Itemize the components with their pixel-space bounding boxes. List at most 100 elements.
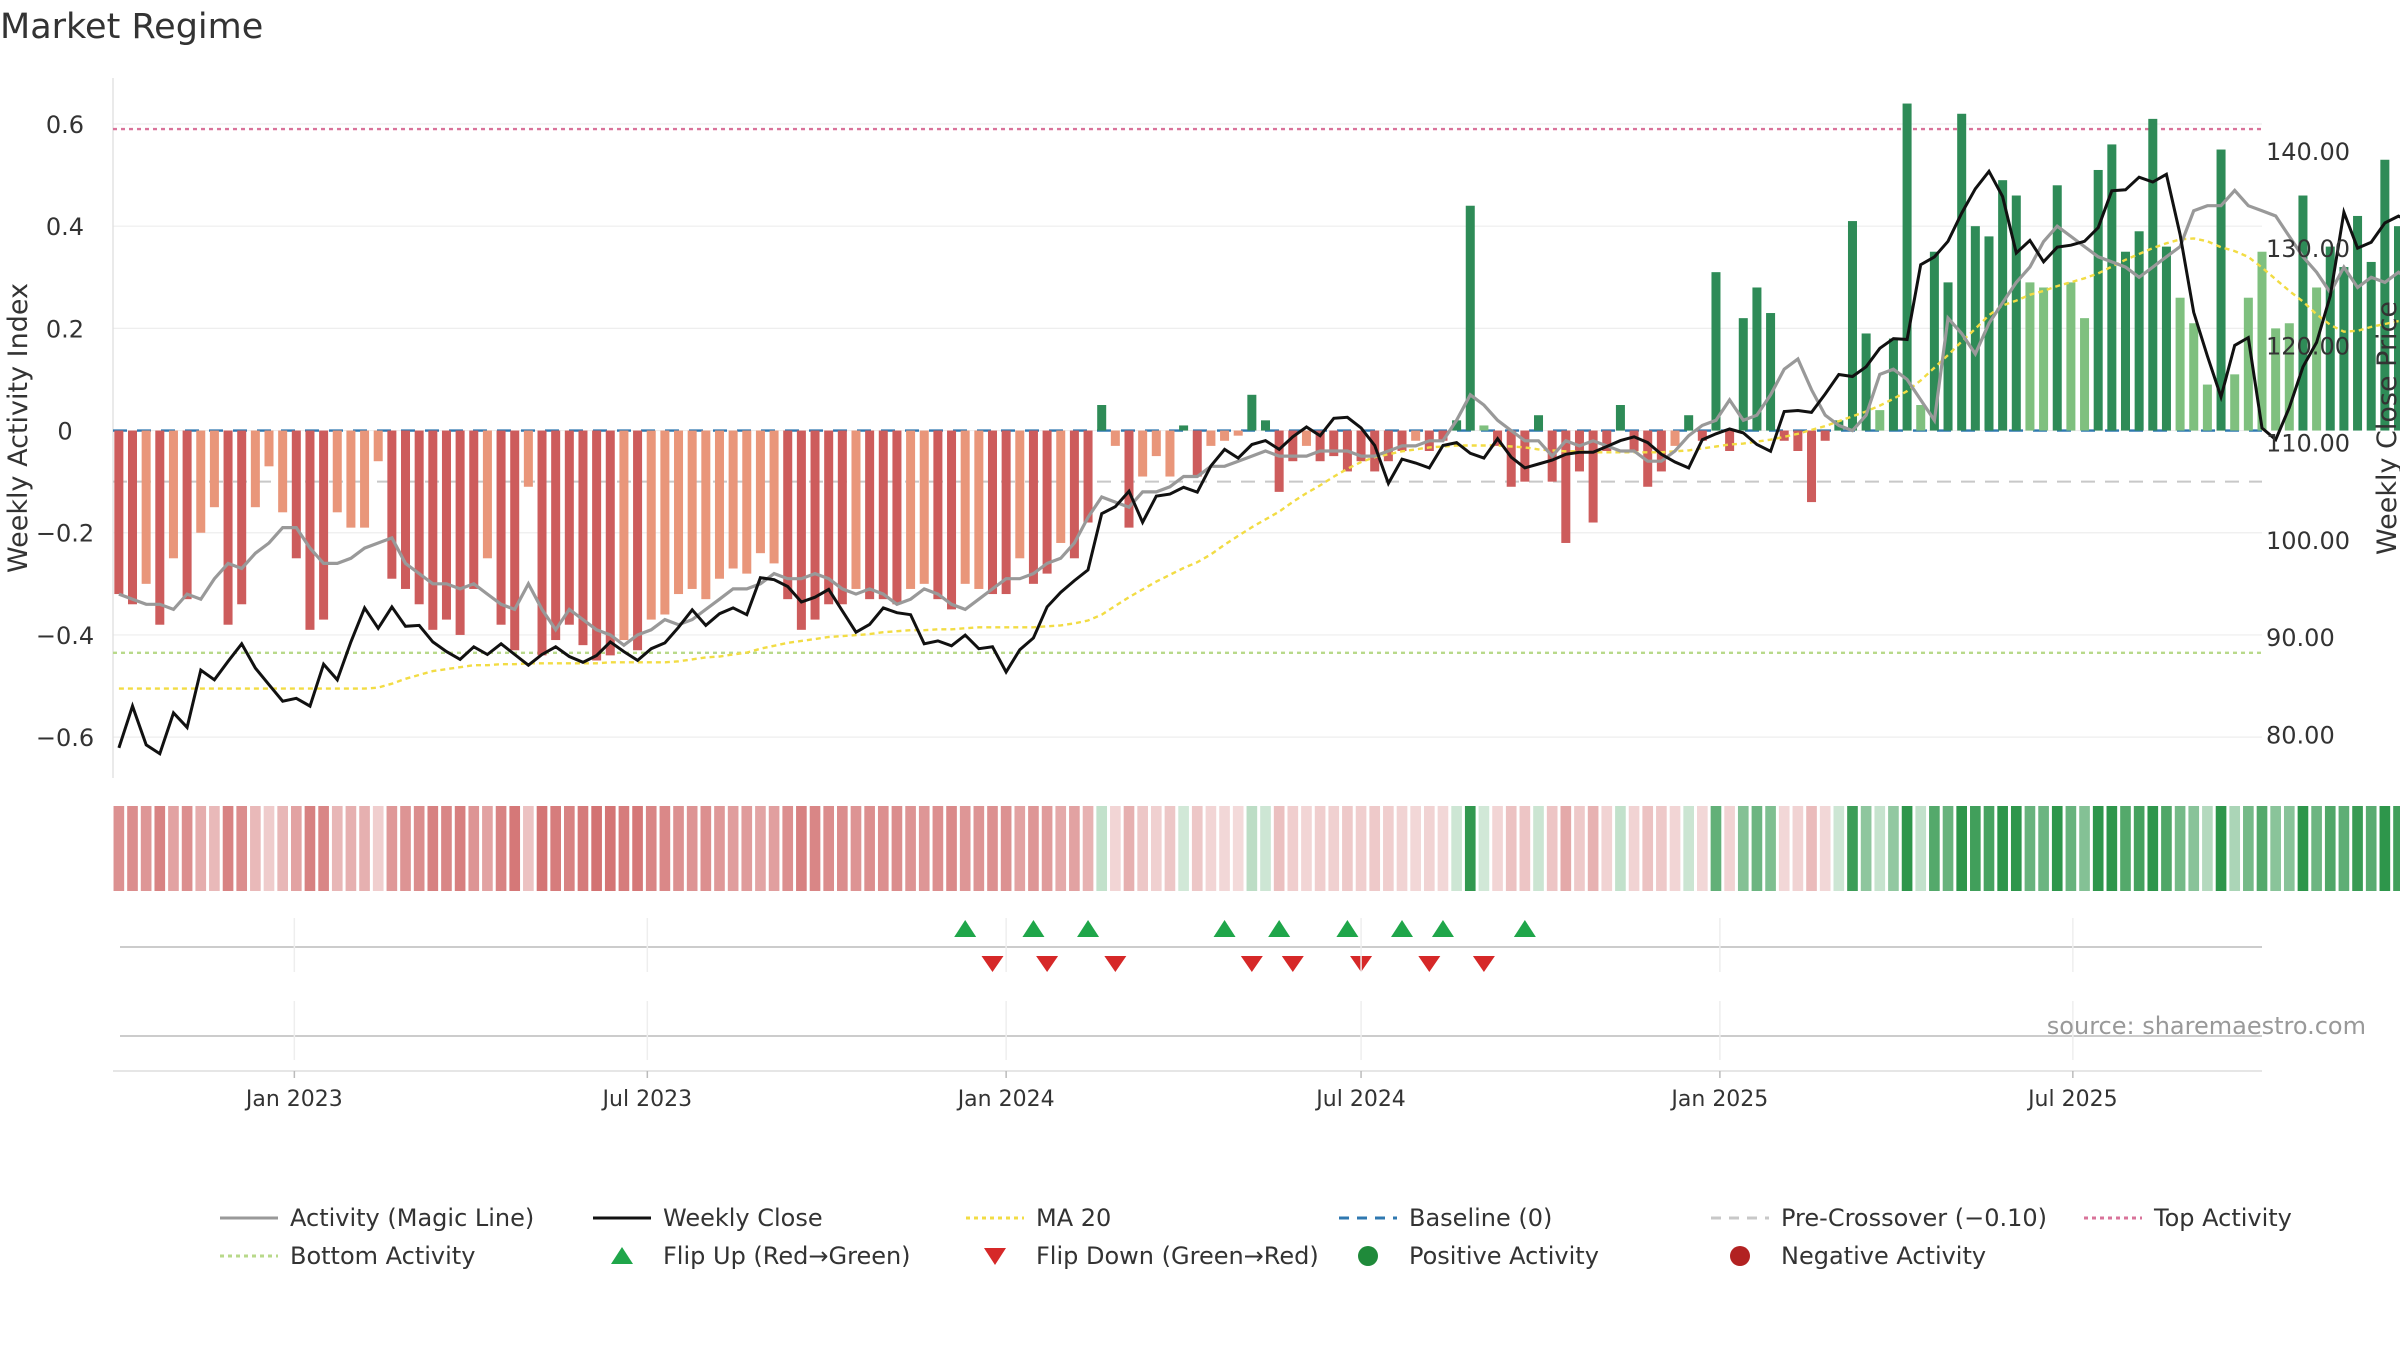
y-right-tick-label: 80.00: [2266, 721, 2335, 749]
activity-bar: [646, 430, 656, 620]
activity-bar: [1247, 394, 1257, 431]
legend-item: Positive Activity: [1358, 1242, 1599, 1270]
regime-strip-cell: [1478, 806, 1490, 891]
regime-strip-cell: [1778, 806, 1790, 891]
activity-bar: [1766, 313, 1776, 431]
activity-bar: [1875, 410, 1885, 431]
activity-bar: [1725, 430, 1735, 451]
activity-bar: [1301, 430, 1311, 446]
regime-strip-cell: [1656, 806, 1667, 891]
regime-strip-cell: [1137, 806, 1148, 891]
regime-strip-cell: [604, 806, 616, 891]
regime-strip-cell: [714, 806, 725, 891]
activity-bar: [1315, 430, 1325, 462]
regime-strip-cell: [1123, 806, 1135, 891]
activity-bar: [1888, 338, 1898, 431]
activity-bar: [346, 430, 356, 528]
regime-strip-cell: [468, 806, 480, 891]
y-left-tick-label: −0.2: [36, 520, 94, 548]
regime-strip-cell: [454, 806, 466, 891]
regime-strip-cell: [2256, 806, 2268, 891]
regime-strip-cell: [632, 806, 643, 891]
regime-strip-cell: [1301, 806, 1312, 891]
regime-strip-cell: [1751, 806, 1763, 891]
activity-bar: [1260, 420, 1271, 431]
activity-bar: [2257, 251, 2267, 431]
regime-strip-cell: [482, 806, 493, 891]
regime-strip-cell: [686, 806, 698, 891]
activity-bars: [114, 103, 2400, 661]
regime-strip-cell: [1082, 806, 1094, 891]
activity-bar: [1356, 430, 1366, 462]
regime-strip-cell: [1560, 806, 1572, 891]
activity-bar: [755, 430, 765, 554]
regime-strip-cell: [1901, 806, 1913, 891]
regime-strip-cell: [536, 806, 548, 891]
regime-strip-cell: [1737, 806, 1749, 891]
regime-strip-cell: [400, 806, 411, 891]
regime-strip-cell: [1983, 806, 1995, 891]
regime-strip-cell: [1110, 806, 1121, 891]
activity-bar: [783, 430, 793, 600]
regime-strip-cell: [441, 806, 452, 891]
regime-strip-cell: [2324, 806, 2336, 891]
regime-strip-cell: [209, 806, 220, 891]
activity-bar: [1929, 251, 1939, 431]
activity-bar: [2325, 246, 2335, 431]
flip-down-marker: [981, 956, 1004, 972]
activity-bar: [1192, 430, 1202, 477]
activity-bar: [2148, 118, 2158, 431]
regime-strip-cell: [140, 806, 152, 891]
regime-strip-cell: [1069, 806, 1080, 891]
legend-item: Pre-Crossover (−0.10): [1711, 1204, 2047, 1232]
regime-strip-cell: [1260, 806, 1271, 891]
activity-bar: [1820, 430, 1830, 441]
activity-bar: [1083, 430, 1093, 523]
regime-strip-cell: [263, 806, 275, 891]
activity-bar: [742, 430, 752, 574]
regime-strip-cell: [2065, 806, 2077, 891]
regime-strip-cell: [222, 806, 234, 891]
activity-bar: [1520, 430, 1530, 482]
regime-strip-cell: [618, 806, 630, 891]
activity-bar: [564, 430, 574, 625]
legend: Activity (Magic Line) Weekly Close MA 20 Ba…: [220, 1204, 2292, 1270]
flip-up-marker: [1077, 920, 1100, 937]
activity-bar: [1793, 430, 1803, 451]
regime-strip-cell: [1178, 806, 1189, 891]
activity-bar: [1329, 430, 1339, 457]
regime-strip-cell: [2338, 806, 2350, 891]
regime-strip-cell: [1874, 806, 1886, 891]
activity-bar: [2107, 144, 2117, 431]
legend-item: Negative Activity: [1730, 1242, 1986, 1270]
regime-strip-cell: [127, 806, 138, 891]
regime-strip-cell: [591, 806, 602, 891]
activity-bar: [1110, 430, 1120, 446]
regime-strip-cell: [1000, 806, 1012, 891]
activity-bar: [2202, 384, 2212, 431]
activity-bar: [428, 430, 438, 630]
activity-bar: [319, 430, 329, 620]
regime-strip-cell: [1096, 806, 1108, 891]
legend-swatch-up-icon: [611, 1247, 633, 1264]
y-right-tick-label: 130.00: [2266, 235, 2350, 263]
y-right-tick-label: 100.00: [2266, 527, 2350, 555]
legend-label: Positive Activity: [1409, 1242, 1599, 1270]
regime-strip-cell: [1970, 806, 1981, 891]
legend-item: Baseline (0): [1339, 1204, 1552, 1232]
regime-strip-cell: [1683, 806, 1694, 891]
activity-bar: [2298, 195, 2308, 431]
chart-title: Market Regime: [0, 7, 263, 47]
activity-bar: [796, 430, 806, 630]
activity-bar: [2366, 261, 2376, 431]
activity-bar: [2230, 374, 2240, 431]
activity-bar: [168, 430, 178, 559]
regime-strip-cell: [345, 806, 357, 891]
legend-item: Top Activity: [2084, 1204, 2292, 1232]
activity-bar: [387, 430, 397, 579]
weekly-close-line: [117, 168, 2400, 757]
flip-down-marker: [1240, 956, 1263, 972]
regime-strip-cell: [236, 806, 248, 891]
activity-bar: [1383, 430, 1393, 462]
